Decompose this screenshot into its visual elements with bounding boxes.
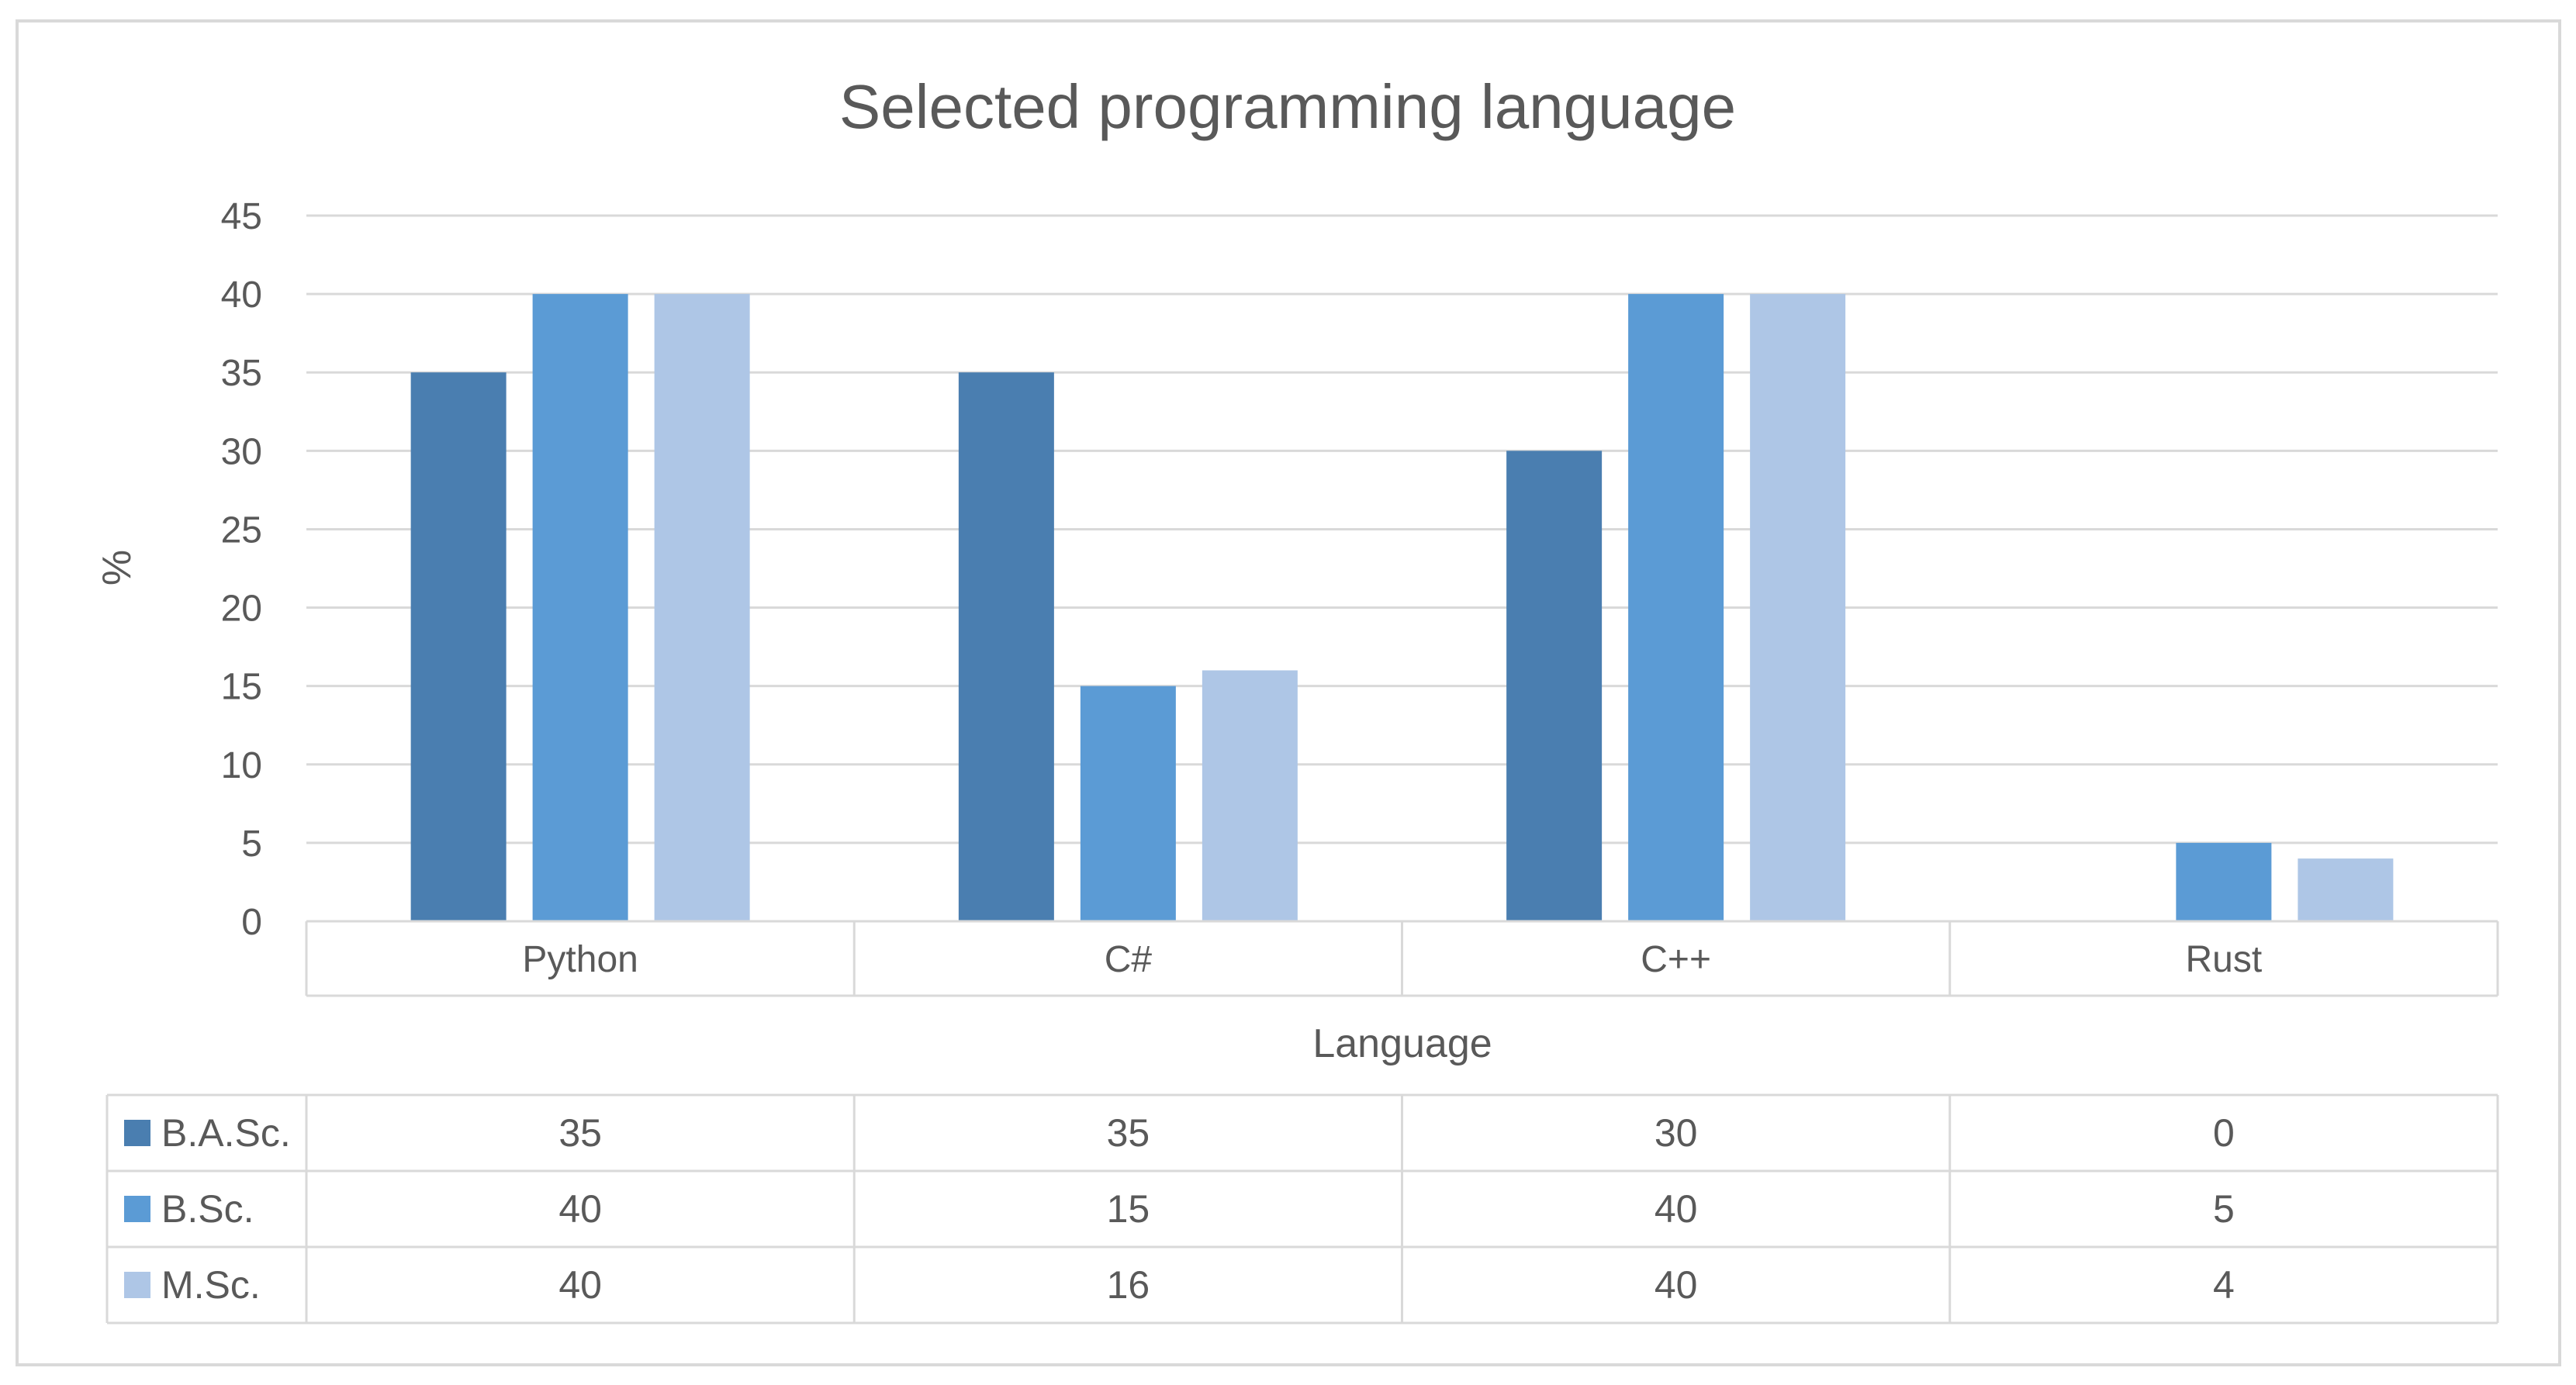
table-cell-value: 0 bbox=[2213, 1111, 2235, 1155]
y-tick-label: 45 bbox=[221, 196, 262, 237]
bar-1-3 bbox=[1506, 451, 1603, 921]
table-cell-value: 4 bbox=[2213, 1263, 2235, 1307]
y-tick-label: 20 bbox=[221, 589, 262, 630]
bar-3-4 bbox=[2298, 858, 2394, 921]
bar-1-2 bbox=[958, 372, 1054, 921]
y-tick-label: 35 bbox=[221, 353, 262, 394]
legend-key bbox=[124, 1196, 150, 1222]
table-cell-value: 15 bbox=[1107, 1187, 1150, 1231]
data-table: Python C# C++ Rust B.A.Sc. 35 35 30 0 B.Sc. 40 15 40… bbox=[105, 920, 2499, 1325]
legend-key bbox=[124, 1272, 150, 1298]
bars bbox=[410, 294, 2394, 922]
bar-1-1 bbox=[410, 372, 507, 921]
y-tick-label: 40 bbox=[221, 275, 262, 316]
y-tick-label: 15 bbox=[221, 667, 262, 708]
x-tick-label: Python bbox=[522, 939, 638, 980]
table-cell-value: 5 bbox=[2213, 1187, 2235, 1231]
bar-2-1 bbox=[532, 294, 628, 922]
table-cell-value: 16 bbox=[1107, 1263, 1150, 1307]
legend-label: M.Sc. bbox=[161, 1263, 261, 1307]
x-tick-label: C# bbox=[1105, 939, 1153, 980]
x-tick-label: Rust bbox=[2186, 939, 2263, 980]
table-cell-value: 40 bbox=[1655, 1187, 1698, 1231]
legend-label: B.Sc. bbox=[161, 1187, 254, 1231]
legend-key bbox=[124, 1120, 150, 1146]
y-axis-title: % bbox=[95, 550, 140, 585]
x-axis-title: Language bbox=[1312, 1021, 1492, 1066]
y-tick-label: 30 bbox=[221, 431, 262, 472]
bar-2-2 bbox=[1080, 686, 1176, 921]
chart-title: Selected programming language bbox=[839, 72, 1736, 141]
bar-2-3 bbox=[1628, 294, 1724, 922]
bar-3-1 bbox=[654, 294, 750, 922]
table-cell-value: 35 bbox=[558, 1111, 602, 1155]
bar-2-4 bbox=[2176, 842, 2272, 921]
table-cell-value: 35 bbox=[1107, 1111, 1150, 1155]
y-axis-ticks: 0 5 10 15 20 25 30 35 40 45 bbox=[221, 196, 262, 943]
y-tick-label: 5 bbox=[241, 824, 262, 865]
y-tick-label: 10 bbox=[221, 745, 262, 786]
x-tick-label: C++ bbox=[1641, 939, 1711, 980]
bar-3-3 bbox=[1750, 294, 1846, 922]
table-cell-value: 40 bbox=[558, 1263, 602, 1307]
bar-3-2 bbox=[1202, 670, 1298, 921]
y-tick-label: 0 bbox=[241, 902, 262, 943]
legend-label: B.A.Sc. bbox=[161, 1111, 291, 1155]
y-tick-label: 25 bbox=[221, 509, 262, 551]
table-cell-value: 40 bbox=[558, 1187, 602, 1231]
table-cell-value: 30 bbox=[1655, 1111, 1698, 1155]
table-cell-value: 40 bbox=[1655, 1263, 1698, 1307]
